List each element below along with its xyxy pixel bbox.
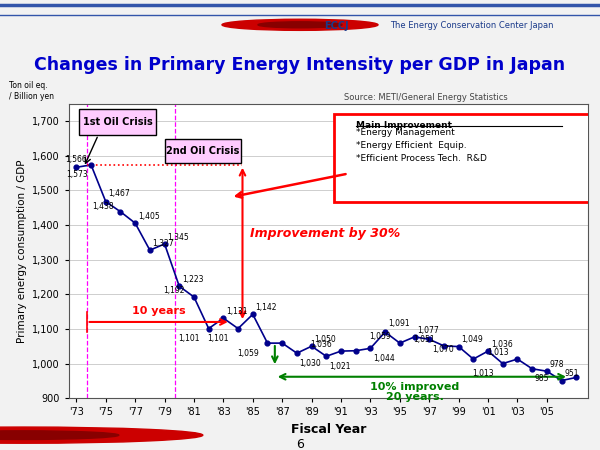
Text: 1,021: 1,021 xyxy=(329,362,350,371)
Point xyxy=(145,247,155,254)
Text: 1,070: 1,070 xyxy=(432,345,454,354)
Text: ECCJ: ECCJ xyxy=(324,21,349,31)
Text: 1,566: 1,566 xyxy=(65,155,87,164)
Point xyxy=(424,336,434,343)
FancyBboxPatch shape xyxy=(334,114,591,202)
Text: 1,077: 1,077 xyxy=(417,326,439,335)
Text: 2nd Oil Crisis: 2nd Oil Crisis xyxy=(166,146,239,156)
Text: Improvement by 30%: Improvement by 30% xyxy=(250,226,400,239)
Point xyxy=(263,339,272,346)
Text: 1,059: 1,059 xyxy=(369,332,391,341)
Text: Ton oil eq.
/ Billion yen: Ton oil eq. / Billion yen xyxy=(10,81,55,100)
Point xyxy=(512,356,522,363)
Text: 1,036: 1,036 xyxy=(491,340,512,349)
Point xyxy=(527,365,537,372)
Text: 1,013: 1,013 xyxy=(487,348,508,357)
Text: 1,091: 1,091 xyxy=(388,320,410,328)
Text: 1,131: 1,131 xyxy=(226,307,248,316)
Text: 1,044: 1,044 xyxy=(373,354,395,363)
Text: *Energy Management
*Energy Efficient  Equip.
*Efficient Process Tech.  R&D: *Energy Management *Energy Efficient Equ… xyxy=(356,128,487,163)
Text: 1,223: 1,223 xyxy=(182,275,203,284)
Text: Source: METI/General Energy Statistics: Source: METI/General Energy Statistics xyxy=(344,93,508,102)
Point xyxy=(233,325,243,332)
Circle shape xyxy=(258,22,342,28)
Text: 1,467: 1,467 xyxy=(109,189,130,198)
Point xyxy=(365,345,375,352)
Point xyxy=(175,283,184,290)
Point xyxy=(557,377,566,384)
Point xyxy=(218,315,228,322)
Text: 951: 951 xyxy=(565,369,579,378)
Text: Main Improvement: Main Improvement xyxy=(356,121,452,130)
Text: 978: 978 xyxy=(550,360,564,369)
Text: 1,049: 1,049 xyxy=(461,335,483,344)
Text: 1,059: 1,059 xyxy=(237,349,259,358)
Point xyxy=(469,356,478,363)
Text: 10% improved: 10% improved xyxy=(370,382,459,392)
Text: 985: 985 xyxy=(535,374,550,383)
Point xyxy=(571,374,581,381)
Point xyxy=(483,347,493,355)
Text: 1,405: 1,405 xyxy=(138,212,160,221)
Text: ECCJ: ECCJ xyxy=(45,430,70,440)
Point xyxy=(189,293,199,301)
Text: 1,030: 1,030 xyxy=(299,359,322,368)
Point xyxy=(395,339,404,346)
Text: 1,036: 1,036 xyxy=(310,340,332,349)
Text: 20 years.: 20 years. xyxy=(386,392,443,402)
Text: 1,327: 1,327 xyxy=(152,239,174,248)
Point xyxy=(248,311,257,318)
FancyBboxPatch shape xyxy=(79,109,156,135)
Text: 1,345: 1,345 xyxy=(167,233,189,242)
Point xyxy=(292,350,302,357)
Point xyxy=(160,240,169,248)
Point xyxy=(380,328,390,336)
Text: 1,573: 1,573 xyxy=(66,171,88,180)
Point xyxy=(498,360,508,367)
Text: 6: 6 xyxy=(296,438,304,450)
Point xyxy=(410,333,419,341)
Text: 1,142: 1,142 xyxy=(256,303,277,312)
Point xyxy=(351,347,361,354)
Text: 10 years: 10 years xyxy=(132,306,185,316)
Text: 1,101: 1,101 xyxy=(208,334,229,343)
Point xyxy=(204,325,214,332)
Text: 1,051: 1,051 xyxy=(413,335,435,344)
Text: 1,438: 1,438 xyxy=(92,202,115,211)
Text: 1,101: 1,101 xyxy=(178,334,200,343)
Point xyxy=(307,342,316,350)
Text: 1,050: 1,050 xyxy=(314,335,336,344)
Point xyxy=(322,353,331,360)
Point xyxy=(336,347,346,355)
Point xyxy=(86,161,96,168)
Text: 1,192: 1,192 xyxy=(163,286,185,295)
Point xyxy=(542,368,551,375)
Text: 1,013: 1,013 xyxy=(472,369,494,378)
Text: Changes in Primary Energy Intensity per GDP in Japan: Changes in Primary Energy Intensity per … xyxy=(34,56,566,74)
Point xyxy=(277,339,287,346)
Text: 1st Oil Crisis: 1st Oil Crisis xyxy=(83,117,152,127)
Circle shape xyxy=(0,431,119,440)
Point xyxy=(130,220,140,227)
Point xyxy=(439,342,449,350)
FancyBboxPatch shape xyxy=(164,139,241,163)
Point xyxy=(116,208,125,215)
Circle shape xyxy=(0,427,203,443)
Point xyxy=(454,343,463,350)
Text: The Energy Conservation Center Japan: The Energy Conservation Center Japan xyxy=(390,21,554,30)
X-axis label: Fiscal Year: Fiscal Year xyxy=(291,423,366,436)
Circle shape xyxy=(222,19,378,30)
Y-axis label: Primary energy consumption / GDP: Primary energy consumption / GDP xyxy=(17,159,26,342)
Point xyxy=(71,164,81,171)
Point xyxy=(101,198,110,205)
